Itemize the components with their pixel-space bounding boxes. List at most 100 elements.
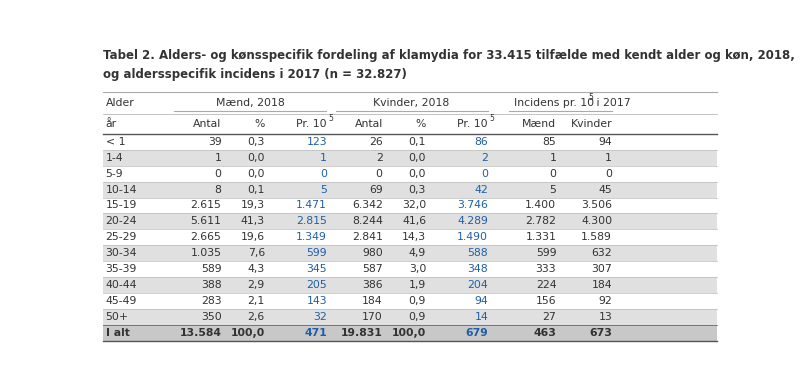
Bar xyxy=(103,134,717,150)
Text: 1.331: 1.331 xyxy=(526,233,556,243)
Text: 4,3: 4,3 xyxy=(248,264,265,275)
Text: 0,1: 0,1 xyxy=(409,137,426,147)
Text: 143: 143 xyxy=(306,296,327,306)
Text: 19.831: 19.831 xyxy=(341,328,382,338)
Bar xyxy=(103,325,717,341)
Text: 0,0: 0,0 xyxy=(247,169,265,179)
Text: 5: 5 xyxy=(320,184,327,194)
Text: 3.746: 3.746 xyxy=(458,201,488,211)
Text: 35-39: 35-39 xyxy=(106,264,137,275)
Text: 26: 26 xyxy=(369,137,382,147)
Text: 0,9: 0,9 xyxy=(409,296,426,306)
Text: 1.471: 1.471 xyxy=(296,201,327,211)
Text: år: år xyxy=(106,119,117,129)
Text: 348: 348 xyxy=(467,264,488,275)
Text: 0: 0 xyxy=(550,169,556,179)
Text: Tabel 2. Alders- og kønsspecifik fordeling af klamydia for 33.415 tilfælde med k: Tabel 2. Alders- og kønsspecifik fordeli… xyxy=(103,49,795,62)
Text: 386: 386 xyxy=(362,280,382,290)
Text: 0: 0 xyxy=(481,169,488,179)
Text: og aldersspecifik incidens i 2017 (n = 32.827): og aldersspecifik incidens i 2017 (n = 3… xyxy=(103,69,407,82)
Bar xyxy=(103,245,717,261)
Text: 0,3: 0,3 xyxy=(247,137,265,147)
Text: 589: 589 xyxy=(201,264,222,275)
Bar xyxy=(103,277,717,293)
Bar xyxy=(103,261,717,277)
Text: 3,0: 3,0 xyxy=(409,264,426,275)
Text: 5.611: 5.611 xyxy=(190,216,222,226)
Text: 45: 45 xyxy=(598,184,612,194)
Text: 0,1: 0,1 xyxy=(247,184,265,194)
Text: 588: 588 xyxy=(467,248,488,258)
Text: 350: 350 xyxy=(201,312,222,322)
Text: 1.400: 1.400 xyxy=(525,201,556,211)
Text: %: % xyxy=(416,119,426,129)
Text: Kvinder: Kvinder xyxy=(570,119,612,129)
Text: 0,0: 0,0 xyxy=(409,169,426,179)
Text: 32: 32 xyxy=(313,312,327,322)
Text: 50+: 50+ xyxy=(106,312,129,322)
Text: 205: 205 xyxy=(306,280,327,290)
Text: 92: 92 xyxy=(598,296,612,306)
Text: 170: 170 xyxy=(362,312,382,322)
Text: 5-9: 5-9 xyxy=(106,169,123,179)
Bar xyxy=(103,150,717,166)
Text: 2.815: 2.815 xyxy=(296,216,327,226)
Text: 1-4: 1-4 xyxy=(106,152,123,162)
Text: 204: 204 xyxy=(467,280,488,290)
Bar xyxy=(103,166,717,182)
Text: 13.584: 13.584 xyxy=(179,328,222,338)
Text: 388: 388 xyxy=(201,280,222,290)
Text: 86: 86 xyxy=(474,137,488,147)
Text: 6.342: 6.342 xyxy=(352,201,382,211)
Text: 1,9: 1,9 xyxy=(409,280,426,290)
Text: 0: 0 xyxy=(376,169,382,179)
Text: 632: 632 xyxy=(591,248,612,258)
Text: 25-29: 25-29 xyxy=(106,233,137,243)
Text: 307: 307 xyxy=(591,264,612,275)
Text: 19,6: 19,6 xyxy=(241,233,265,243)
Text: 20-24: 20-24 xyxy=(106,216,137,226)
Text: 1: 1 xyxy=(550,152,556,162)
Text: 2,6: 2,6 xyxy=(248,312,265,322)
Text: 41,6: 41,6 xyxy=(402,216,426,226)
Text: 45-49: 45-49 xyxy=(106,296,137,306)
Text: 3.506: 3.506 xyxy=(581,201,612,211)
Text: 184: 184 xyxy=(362,296,382,306)
Text: 673: 673 xyxy=(590,328,612,338)
Text: Pr. 10: Pr. 10 xyxy=(458,119,488,129)
Text: 15-19: 15-19 xyxy=(106,201,137,211)
Text: 5: 5 xyxy=(550,184,556,194)
Text: 1: 1 xyxy=(214,152,222,162)
Text: 19,3: 19,3 xyxy=(241,201,265,211)
Text: 5: 5 xyxy=(588,94,593,102)
Text: 224: 224 xyxy=(536,280,556,290)
Text: 30-34: 30-34 xyxy=(106,248,137,258)
Text: 14: 14 xyxy=(474,312,488,322)
Text: 1: 1 xyxy=(606,152,612,162)
Text: 0: 0 xyxy=(214,169,222,179)
Bar xyxy=(103,198,717,213)
Text: 27: 27 xyxy=(542,312,556,322)
Text: 587: 587 xyxy=(362,264,382,275)
Text: 5: 5 xyxy=(328,114,333,123)
Text: 4.300: 4.300 xyxy=(581,216,612,226)
Text: Incidens pr. 10: Incidens pr. 10 xyxy=(514,98,594,108)
Text: 41,3: 41,3 xyxy=(241,216,265,226)
Text: 463: 463 xyxy=(534,328,556,338)
Text: 2: 2 xyxy=(482,152,488,162)
Text: 283: 283 xyxy=(201,296,222,306)
Text: 184: 184 xyxy=(591,280,612,290)
Text: < 1: < 1 xyxy=(106,137,125,147)
Text: Kvinder, 2018: Kvinder, 2018 xyxy=(374,98,450,108)
Bar xyxy=(103,213,717,229)
Text: 599: 599 xyxy=(306,248,327,258)
Text: 0,0: 0,0 xyxy=(409,152,426,162)
Text: 40-44: 40-44 xyxy=(106,280,137,290)
Text: I alt: I alt xyxy=(106,328,130,338)
Text: Pr. 10: Pr. 10 xyxy=(296,119,327,129)
Text: Antal: Antal xyxy=(194,119,222,129)
Text: 2,9: 2,9 xyxy=(248,280,265,290)
Text: 10-14: 10-14 xyxy=(106,184,137,194)
Text: 2,1: 2,1 xyxy=(248,296,265,306)
Text: Mænd: Mænd xyxy=(522,119,556,129)
